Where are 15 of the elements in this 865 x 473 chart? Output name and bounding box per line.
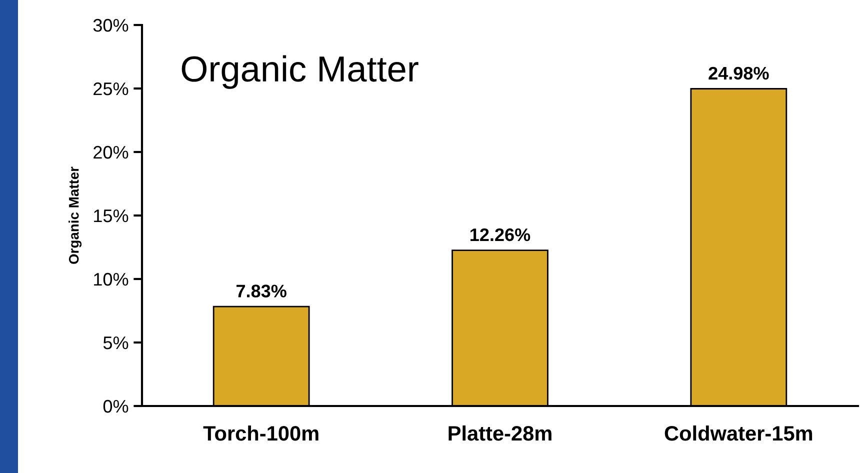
y-tick-label: 25% xyxy=(94,82,128,96)
text: Organic Matter xyxy=(182,55,418,89)
x-tick-label: Coldwater-15m xyxy=(664,425,812,441)
x-tick-label: Platte-28m xyxy=(448,425,552,441)
data-label: 24.98% xyxy=(708,66,769,80)
y-tick-label: 0% xyxy=(103,400,128,413)
data-label: 12.26% xyxy=(470,228,530,242)
data-label: 7.83% xyxy=(236,284,286,298)
y-tick-label: 20% xyxy=(94,146,128,159)
y-tick-label: 15% xyxy=(94,210,128,222)
y-tick-label: 30% xyxy=(93,18,128,32)
y-tick-label: 5% xyxy=(103,336,128,350)
y-tick-label: 10% xyxy=(94,272,128,286)
y-axis-title: Organic Matter xyxy=(68,166,82,264)
x-tick-label: Torch-100m xyxy=(203,425,318,441)
